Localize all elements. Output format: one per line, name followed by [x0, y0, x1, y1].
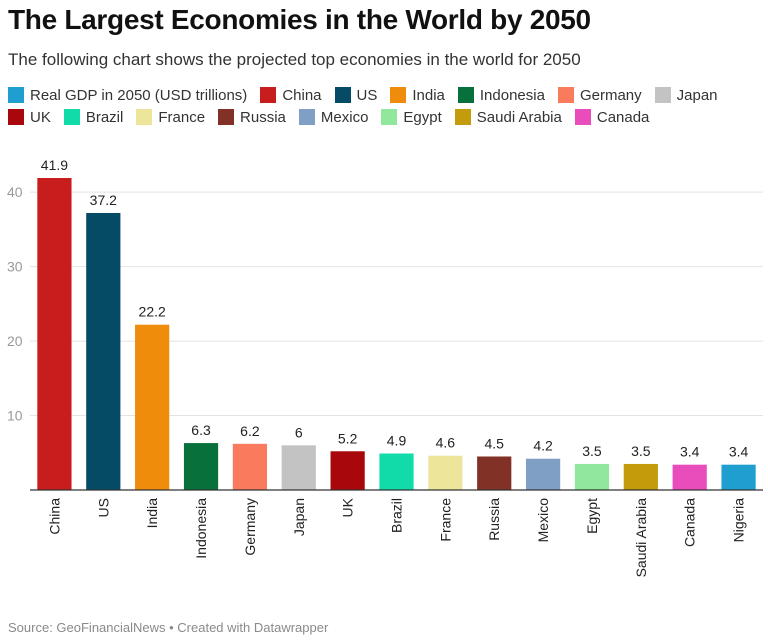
- bar: [37, 178, 72, 490]
- y-tick-label: 40: [7, 184, 23, 200]
- x-tick-label: Indonesia: [193, 498, 209, 559]
- bar: [574, 463, 610, 490]
- legend-label: Germany: [579, 86, 642, 104]
- bar: [281, 445, 316, 490]
- legend-item: UK: [8, 108, 51, 126]
- data-label: 4.9: [387, 433, 407, 449]
- data-label: 41.9: [41, 157, 68, 173]
- legend-label: UK: [30, 108, 51, 126]
- bar: [86, 212, 121, 490]
- x-tick-label: Nigeria: [731, 498, 747, 543]
- legend-label: US: [356, 86, 378, 104]
- data-label: 3.4: [680, 444, 700, 460]
- bar: [379, 453, 414, 490]
- legend-label: Egypt: [403, 108, 442, 126]
- x-tick-label: Brazil: [389, 498, 405, 533]
- legend-label: Canada: [596, 108, 650, 126]
- data-label: 6: [295, 424, 303, 440]
- x-tick-label: Canada: [682, 498, 698, 547]
- legend-label: Indonesia: [479, 86, 545, 104]
- legend-item: Japan: [654, 86, 718, 104]
- legend-item: Mexico: [298, 108, 369, 126]
- data-label: 6.3: [191, 422, 211, 438]
- data-label: 6.2: [240, 423, 260, 439]
- data-label: 4.5: [484, 435, 504, 451]
- legend-swatch: [381, 109, 398, 125]
- bar: [672, 464, 707, 490]
- legend-label: China: [282, 86, 322, 104]
- legend-label: Brazil: [85, 108, 124, 126]
- legend-item: Russia: [218, 108, 286, 126]
- data-label: 5.2: [338, 430, 358, 446]
- legend-label: Russia: [240, 108, 286, 126]
- legend-swatch: [654, 87, 671, 103]
- data-label: 3.4: [729, 444, 749, 460]
- y-tick-label: 10: [7, 408, 23, 424]
- legend-label: Japan: [676, 86, 718, 104]
- chart-title: The Largest Economies in the World by 20…: [8, 4, 591, 35]
- x-tick-label: Japan: [291, 498, 307, 536]
- legend-item: Indonesia: [457, 86, 545, 104]
- legend-swatch: [8, 109, 24, 125]
- legend-swatch: [260, 87, 277, 103]
- chart-subtitle: The following chart shows the projected …: [8, 50, 581, 69]
- legend-swatch: [63, 109, 80, 125]
- bar: [477, 456, 512, 490]
- legend-item: India: [390, 86, 445, 104]
- legend-label: France: [158, 108, 206, 126]
- x-tick-label: France: [437, 498, 453, 542]
- x-tick-label: Mexico: [535, 498, 551, 543]
- bar: [330, 451, 365, 490]
- legend-item: China: [260, 86, 322, 104]
- source-footer: Source: GeoFinancialNews • Created with …: [8, 620, 329, 635]
- data-label: 22.2: [139, 304, 166, 320]
- legend-label: Saudi Arabia: [476, 108, 562, 126]
- legend-label: Real GDP in 2050 (USD trillions): [30, 86, 248, 104]
- legend-swatch: [218, 109, 235, 125]
- y-tick-label: 30: [7, 259, 23, 275]
- data-label: 4.2: [533, 438, 553, 454]
- legend-item: Saudi Arabia: [454, 108, 562, 126]
- legend-swatch: [457, 87, 474, 103]
- legend-swatch: [574, 109, 591, 125]
- legend-swatch: [454, 109, 471, 125]
- data-label: 3.5: [582, 443, 602, 459]
- bar: [183, 443, 219, 490]
- bar: [135, 324, 170, 490]
- legend-swatch: [334, 87, 351, 103]
- x-tick-label: Germany: [242, 498, 258, 556]
- legend: Real GDP in 2050 (USD trillions) China US I…: [8, 86, 758, 126]
- data-label: 37.2: [90, 192, 117, 208]
- x-tick-label: Russia: [486, 498, 502, 541]
- bar: [428, 455, 463, 490]
- x-tick-label: Saudi Arabia: [633, 498, 649, 578]
- x-tick-label: China: [46, 498, 62, 535]
- bar: [623, 463, 658, 490]
- legend-swatch: [8, 87, 24, 103]
- x-tick-label: Egypt: [584, 498, 600, 534]
- bar: [525, 458, 561, 490]
- x-tick-label: US: [95, 498, 111, 517]
- legend-swatch: [298, 109, 315, 125]
- y-tick-label: 20: [7, 333, 23, 349]
- legend-swatch: [390, 87, 407, 103]
- legend-item: Germany: [557, 86, 642, 104]
- legend-swatch: [557, 87, 574, 103]
- bar: [232, 443, 268, 490]
- legend-item: Egypt: [381, 108, 442, 126]
- legend-item: Real GDP in 2050 (USD trillions): [8, 86, 247, 104]
- bar: [721, 464, 756, 490]
- legend-item: Canada: [574, 108, 650, 126]
- legend-label: Mexico: [320, 108, 369, 126]
- data-label: 3.5: [631, 443, 651, 459]
- data-label: 4.6: [436, 435, 456, 451]
- legend-item: Brazil: [63, 108, 124, 126]
- legend-label: India: [412, 86, 445, 104]
- x-tick-label: India: [144, 498, 160, 529]
- x-tick-label: UK: [340, 497, 356, 517]
- legend-swatch: [136, 109, 153, 125]
- legend-item: US: [334, 86, 378, 104]
- legend-item: France: [136, 108, 205, 126]
